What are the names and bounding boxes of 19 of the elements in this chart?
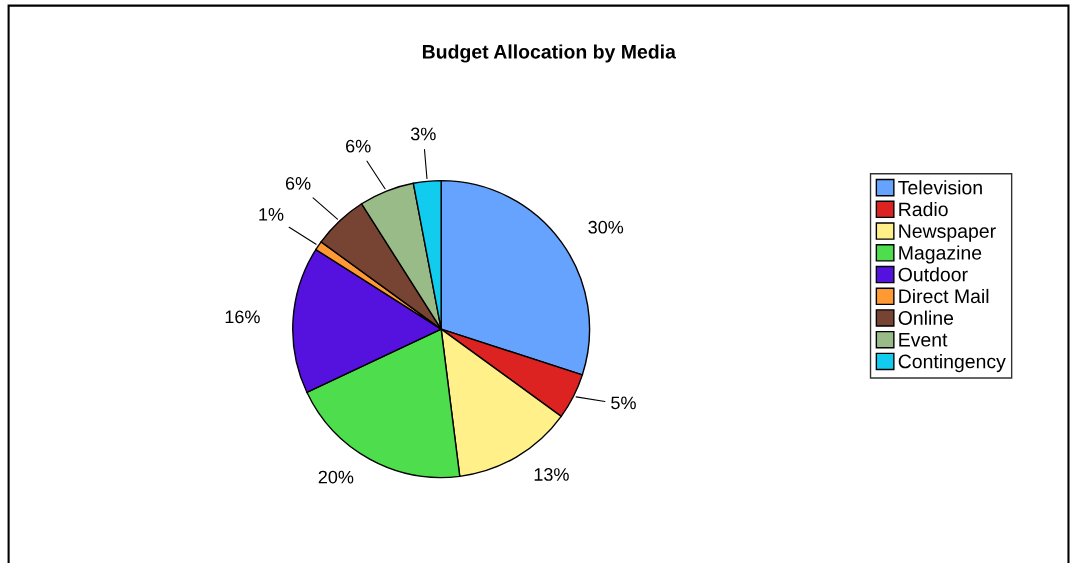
data-label: 13% [534,468,569,481]
legend-label: Contingency [898,354,1006,373]
legend-label: Direct Mail [899,288,989,304]
data-label: 30% [588,220,624,234]
legend-label: Event [899,333,948,347]
legend-label: Television [898,180,982,195]
legend-label: Radio [899,201,948,217]
legend-label: Outdoor [898,267,968,282]
data-label: 5% [611,396,636,410]
data-label: 16% [225,310,260,324]
legend-label: Newspaper [899,224,996,242]
data-label: 20% [318,470,354,484]
legend-label: Magazine [899,245,982,264]
data-label: 1% [259,208,284,221]
data-label: 6% [285,177,311,190]
legend-label: Online [898,310,954,325]
data-label: 6% [346,139,371,153]
chart-title: Budget Allocation by Media [422,44,676,63]
data-label: 3% [410,127,436,141]
